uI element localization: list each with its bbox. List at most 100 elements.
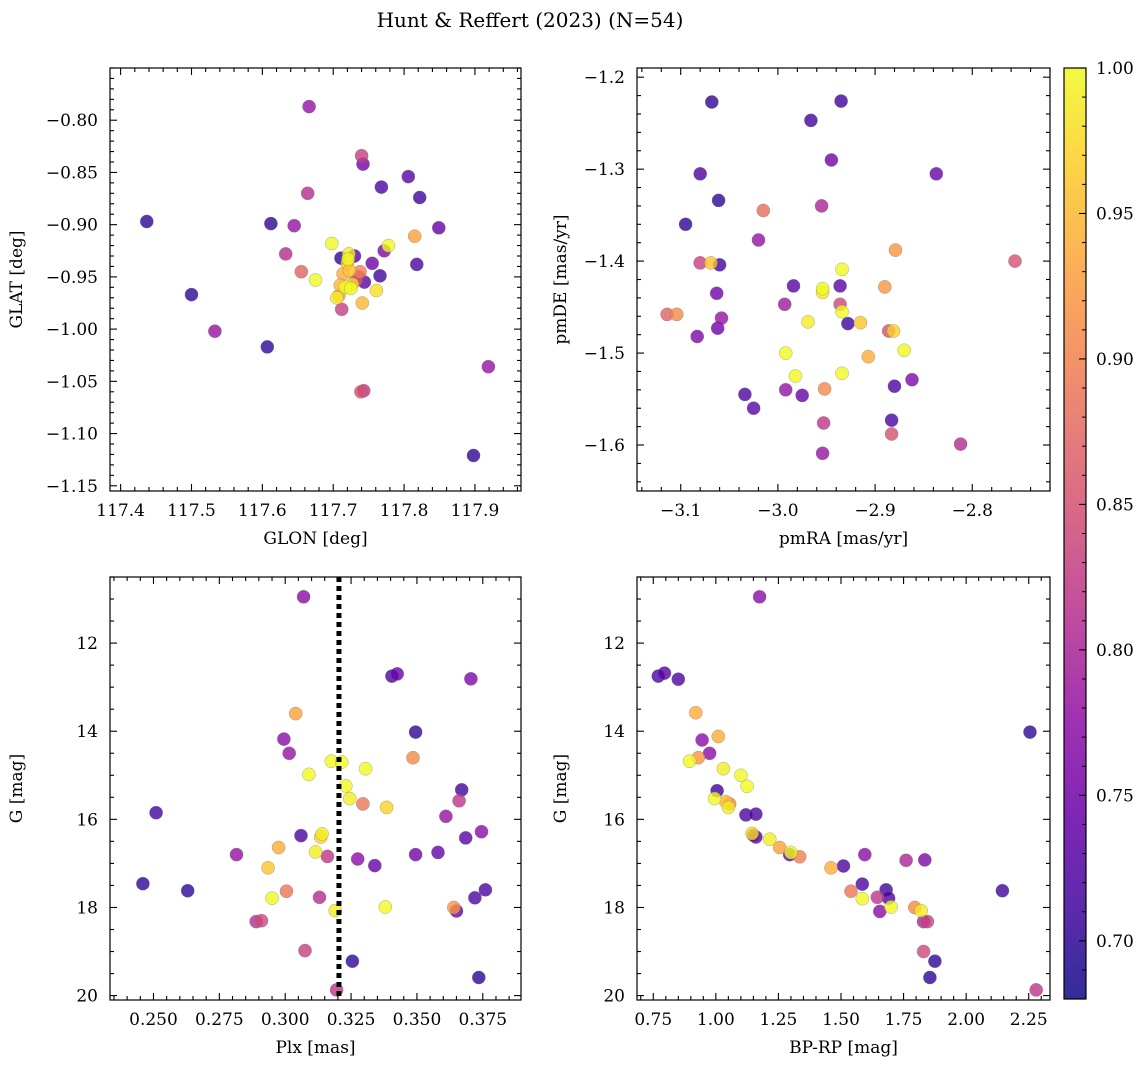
data-point bbox=[834, 94, 848, 108]
data-point bbox=[756, 203, 771, 218]
data-point bbox=[884, 427, 899, 441]
data-point bbox=[374, 180, 389, 194]
data-point bbox=[356, 797, 370, 811]
x-tick-label: 0.250 bbox=[129, 1010, 178, 1030]
figure-title: Hunt & Reffert (2023) (N=54) bbox=[377, 8, 684, 32]
data-point bbox=[923, 970, 937, 985]
data-point bbox=[381, 238, 396, 253]
data-point bbox=[795, 388, 810, 403]
x-tick-label: 1.25 bbox=[759, 1010, 797, 1030]
data-point bbox=[841, 316, 855, 331]
data-point bbox=[897, 343, 912, 358]
y-tick-label: −0.80 bbox=[46, 111, 98, 131]
data-point bbox=[899, 853, 913, 868]
data-point bbox=[887, 379, 902, 394]
y-tick-label: −1.4 bbox=[584, 252, 625, 272]
data-point bbox=[709, 286, 724, 301]
data-point bbox=[294, 828, 308, 843]
y-tick-label: 18 bbox=[603, 898, 625, 918]
data-point bbox=[308, 845, 323, 859]
data-point bbox=[704, 95, 719, 109]
data-point bbox=[833, 279, 847, 293]
data-point bbox=[690, 329, 705, 344]
y-tick-label: 14 bbox=[76, 722, 98, 742]
data-point bbox=[373, 268, 387, 283]
data-point bbox=[369, 283, 384, 298]
x-tick-label: 117.4 bbox=[96, 501, 145, 521]
data-point bbox=[264, 216, 278, 231]
y-tick-label: −1.2 bbox=[584, 68, 625, 88]
data-point bbox=[836, 859, 851, 873]
data-point bbox=[354, 384, 368, 399]
axes-frame bbox=[636, 67, 1051, 492]
data-point bbox=[788, 369, 803, 383]
y-tick-label: −0.85 bbox=[46, 163, 98, 183]
data-point bbox=[870, 890, 885, 905]
x-axis-label: GLON [deg] bbox=[263, 529, 367, 549]
colorbar-tick-label: 0.80 bbox=[1096, 641, 1134, 661]
y-tick-label: −0.90 bbox=[46, 216, 98, 236]
y-tick-label: −1.6 bbox=[584, 436, 625, 456]
y-tick-label: 12 bbox=[603, 634, 625, 654]
data-point bbox=[300, 186, 315, 201]
data-point bbox=[1008, 254, 1022, 268]
data-point bbox=[287, 218, 302, 233]
x-tick-label: 0.75 bbox=[634, 1010, 672, 1030]
data-point bbox=[917, 853, 932, 867]
colorbar-tick-label: 0.85 bbox=[1096, 495, 1134, 515]
data-point bbox=[379, 800, 394, 815]
data-point bbox=[358, 761, 373, 776]
data-point bbox=[365, 256, 380, 271]
data-point bbox=[312, 890, 327, 905]
data-point bbox=[288, 706, 303, 721]
colorbar-tick-label: 0.95 bbox=[1096, 204, 1134, 224]
data-point bbox=[481, 359, 496, 374]
y-tick-label: −0.95 bbox=[46, 268, 98, 288]
colorbar-tick-label: 0.70 bbox=[1096, 932, 1134, 952]
data-point bbox=[208, 324, 222, 339]
data-point bbox=[678, 217, 693, 232]
x-tick-label: 0.275 bbox=[195, 1010, 244, 1030]
data-point bbox=[412, 190, 427, 205]
data-point bbox=[149, 805, 163, 820]
data-point bbox=[857, 847, 872, 862]
y-tick-label: 16 bbox=[603, 810, 625, 830]
data-point bbox=[355, 296, 370, 310]
data-point bbox=[308, 273, 323, 287]
data-point bbox=[390, 667, 405, 681]
data-point bbox=[740, 779, 754, 794]
x-tick-label: 1.50 bbox=[822, 1010, 860, 1030]
data-point bbox=[350, 852, 365, 866]
data-point bbox=[886, 324, 901, 338]
data-point bbox=[824, 860, 838, 875]
data-point bbox=[657, 666, 672, 680]
data-point bbox=[1029, 983, 1044, 997]
x-axis-label: BP-RP [mag] bbox=[789, 1038, 898, 1058]
data-point bbox=[1023, 725, 1037, 739]
data-point bbox=[139, 214, 154, 229]
x-tick-label: 117.7 bbox=[309, 501, 358, 521]
axes-frame bbox=[109, 67, 522, 492]
scatter-panel-glon-glat: 117.4 117.5 117.6 117.7 117.8 117.9 −0.80 −0.85… bbox=[7, 67, 522, 549]
data-point bbox=[254, 913, 269, 928]
data-point bbox=[324, 236, 339, 251]
data-point bbox=[995, 883, 1010, 898]
scatter-panel-pmra-pmde: −3.1 −3.0 −2.9 −2.8 −1.2 −1.3 −1.4 −1.5 −1.6 pmRA… bbox=[551, 67, 1051, 549]
data-point bbox=[751, 233, 766, 247]
data-point bbox=[334, 302, 349, 317]
data-point bbox=[408, 847, 423, 862]
y-tick-label: 14 bbox=[603, 722, 625, 742]
data-point bbox=[855, 877, 870, 891]
data-point bbox=[329, 290, 344, 305]
x-tick-label: 2.00 bbox=[947, 1010, 985, 1030]
data-point bbox=[920, 914, 935, 929]
data-point bbox=[271, 840, 286, 855]
data-point bbox=[458, 831, 473, 845]
x-tick-label: 117.5 bbox=[167, 501, 216, 521]
data-point bbox=[704, 256, 718, 270]
x-axis-label: Plx [mas] bbox=[275, 1038, 355, 1058]
data-point bbox=[278, 247, 293, 261]
y-axis-label: G [mag] bbox=[551, 754, 571, 823]
scatter-panel-plx-g: 0.250 0.275 0.300 0.325 0.350 0.375 12 14 16 18 20… bbox=[7, 576, 522, 1058]
data-point bbox=[294, 264, 309, 279]
